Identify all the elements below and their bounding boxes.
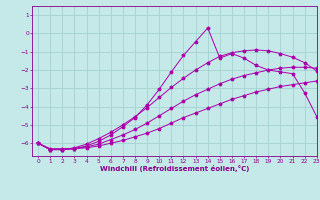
X-axis label: Windchill (Refroidissement éolien,°C): Windchill (Refroidissement éolien,°C) [100,165,249,172]
